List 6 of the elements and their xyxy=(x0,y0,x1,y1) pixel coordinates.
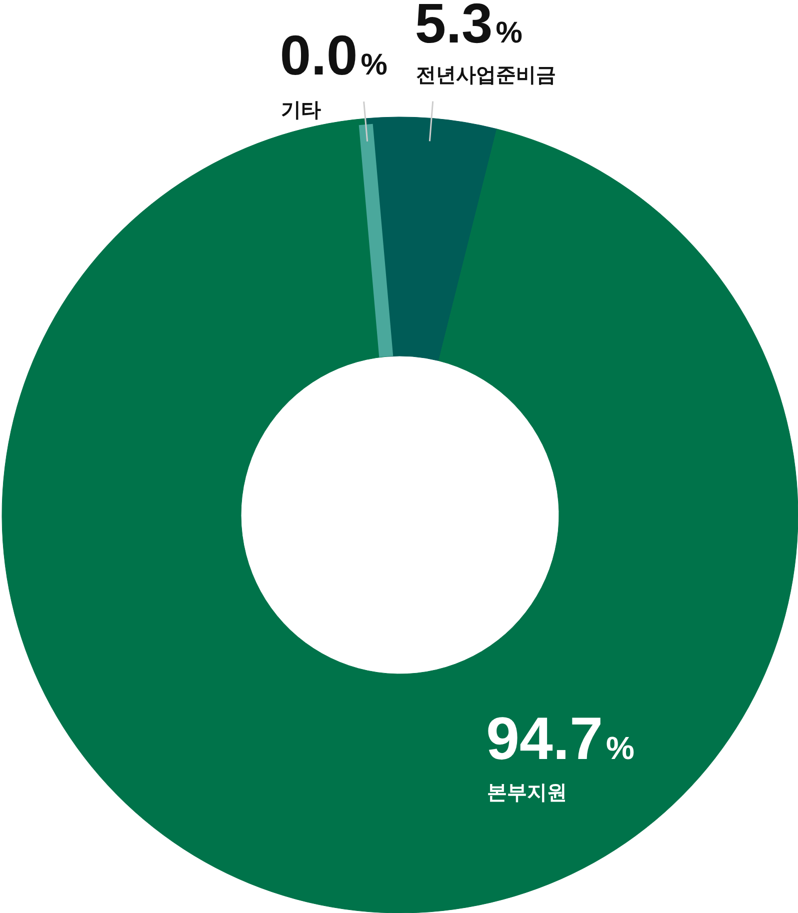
data-label: 0.0% xyxy=(280,24,388,87)
slice-label: 전년사업준비금 xyxy=(416,64,556,86)
slice-label: 본부지원 xyxy=(487,782,568,804)
slice-label: 기타 xyxy=(280,100,321,122)
data-label: 5.3% xyxy=(414,0,522,54)
data-label: 94.7% xyxy=(486,704,634,772)
